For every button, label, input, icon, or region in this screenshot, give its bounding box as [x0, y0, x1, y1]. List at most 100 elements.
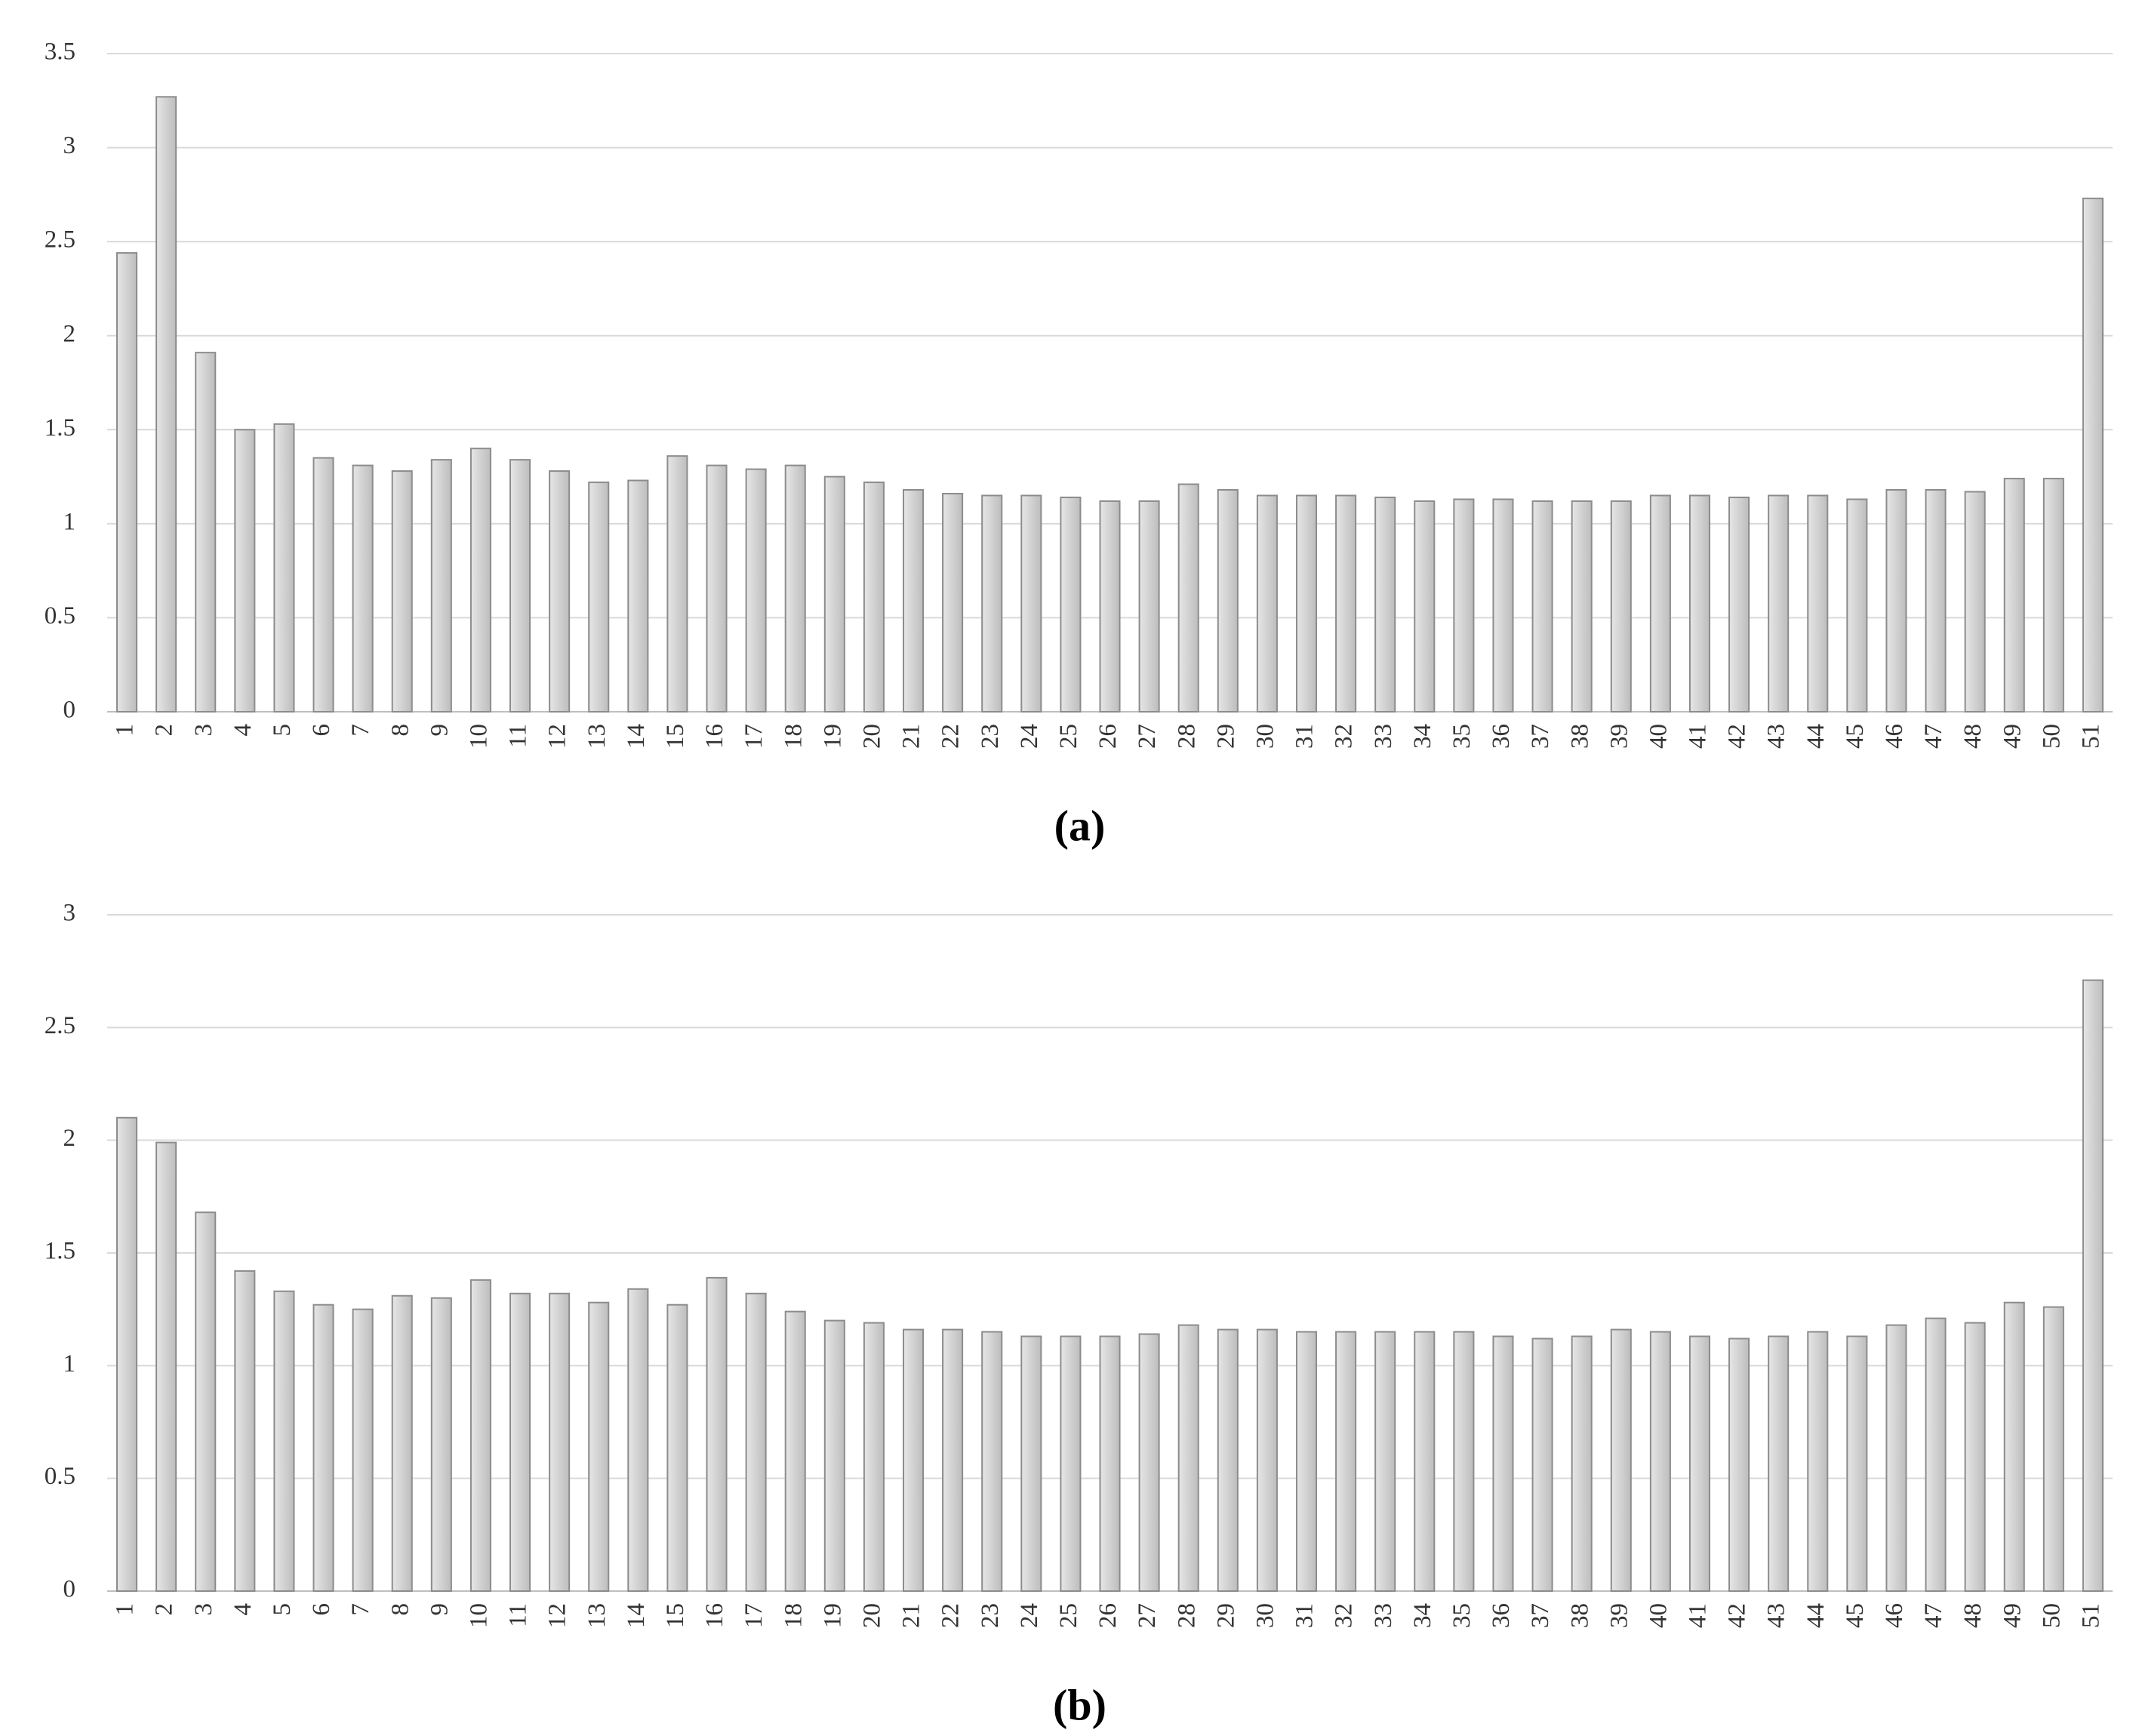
bar	[1020, 1335, 1042, 1593]
x-tick-label: 39	[1605, 1603, 1633, 1628]
bar	[1217, 1328, 1239, 1592]
bar	[1060, 1335, 1082, 1593]
bar	[352, 464, 374, 713]
bar	[981, 494, 1003, 713]
bar	[1728, 496, 1750, 713]
x-tick-label: 20	[858, 724, 885, 749]
x-tick-label: 37	[1527, 724, 1554, 749]
bar	[666, 455, 688, 713]
x-tick-label: 11	[505, 724, 532, 748]
bar	[2082, 979, 2104, 1592]
x-tick-label: 24	[1016, 1603, 1043, 1628]
x-tick-label: 36	[1488, 1603, 1515, 1628]
x-tick-label: 12	[544, 1603, 571, 1628]
bar	[1964, 1322, 1986, 1592]
x-tick-label: 51	[2078, 724, 2105, 749]
x-tick-label: 45	[1842, 724, 1869, 749]
bar	[823, 1319, 845, 1592]
bar	[1492, 498, 1514, 713]
x-tick-label: 1	[112, 1603, 139, 1616]
x-tick-label: 37	[1527, 1603, 1554, 1628]
y-tick-label: 1.5	[45, 1238, 75, 1265]
bar	[352, 1308, 374, 1592]
x-tick-label: 19	[819, 1603, 846, 1628]
x-tick-label: 50	[2038, 724, 2065, 749]
x-tick-label: 49	[1999, 1603, 2026, 1628]
x-tick-label: 9	[426, 724, 453, 737]
bar	[1374, 496, 1396, 713]
x-tick-label: 38	[1566, 724, 1593, 749]
x-tick-label: 1	[112, 724, 139, 737]
y-tick-label: 2	[63, 1125, 76, 1152]
x-tick-label: 46	[1881, 1603, 1908, 1628]
bar	[234, 429, 256, 713]
x-tick-label: 39	[1605, 724, 1633, 749]
x-tick-label: 4	[229, 724, 257, 737]
x-tick-label: 8	[386, 1603, 414, 1616]
x-tick-label: 36	[1488, 724, 1515, 749]
bar	[234, 1270, 256, 1592]
x-tick-label: 2	[151, 1603, 178, 1616]
x-tick-label: 42	[1724, 1603, 1751, 1628]
bar	[706, 1276, 728, 1593]
x-tick-label: 19	[819, 724, 846, 749]
x-tick-label: 10	[466, 1603, 493, 1628]
bar	[1099, 1335, 1121, 1593]
bar	[588, 482, 610, 713]
bar	[2082, 197, 2104, 713]
bar	[1807, 1331, 1829, 1592]
x-tick-label: 22	[937, 1603, 965, 1628]
x-tick-label: 32	[1331, 724, 1358, 749]
bar	[981, 1331, 1003, 1592]
bar	[1649, 494, 1671, 713]
bar	[1414, 500, 1436, 713]
x-tick-label: 16	[701, 1603, 728, 1628]
x-tick-label: 44	[1802, 1603, 1830, 1628]
bar	[745, 468, 767, 713]
bar	[1138, 1333, 1160, 1593]
bar	[823, 476, 845, 713]
bar	[430, 1297, 452, 1592]
bar	[195, 352, 217, 713]
bar	[1571, 500, 1593, 713]
x-tick-label: 23	[977, 724, 1004, 749]
y-tick-label: 0.5	[45, 602, 75, 629]
x-tick-label: 17	[740, 1603, 768, 1628]
y-tick-label: 2	[63, 320, 76, 347]
bar	[1964, 491, 1986, 713]
x-tick-label: 7	[347, 1603, 374, 1616]
bar	[784, 464, 806, 713]
bar	[1610, 500, 1632, 713]
bar	[312, 1304, 334, 1593]
x-tick-label: 35	[1448, 1603, 1476, 1628]
x-tick-label: 15	[662, 724, 689, 749]
bar	[1177, 1324, 1199, 1593]
x-tick-label: 46	[1881, 724, 1908, 749]
bar	[1453, 498, 1475, 713]
x-tick-label: 44	[1802, 724, 1830, 749]
bar	[588, 1301, 610, 1592]
x-tick-label: 28	[1173, 1603, 1200, 1628]
bar	[1217, 489, 1239, 713]
x-tick-label: 13	[583, 1603, 611, 1628]
bar	[1768, 494, 1790, 713]
bar	[1531, 1337, 1553, 1592]
bar	[1649, 1331, 1671, 1592]
bar	[312, 457, 334, 713]
x-tick-label: 38	[1566, 1603, 1593, 1628]
x-tick-label: 14	[623, 724, 650, 749]
y-tick-label: 0	[63, 1576, 76, 1603]
bar	[116, 1116, 138, 1593]
x-tick-label: 33	[1370, 724, 1397, 749]
x-tick-label: 21	[898, 724, 925, 749]
bar	[549, 470, 571, 713]
bar	[116, 252, 138, 713]
bar	[1099, 500, 1121, 713]
chart-panel: 00.511.522.533.51 2 3 4 5 6 7 8 9 10 11 12 13 14 15 16 1…	[45, 38, 2113, 850]
bar	[942, 1328, 964, 1592]
bar	[1885, 1324, 1907, 1593]
x-tick-label: 3	[190, 724, 217, 737]
bar	[745, 1292, 767, 1592]
x-tick-label: 48	[1959, 724, 1987, 749]
bar	[1335, 1331, 1357, 1592]
